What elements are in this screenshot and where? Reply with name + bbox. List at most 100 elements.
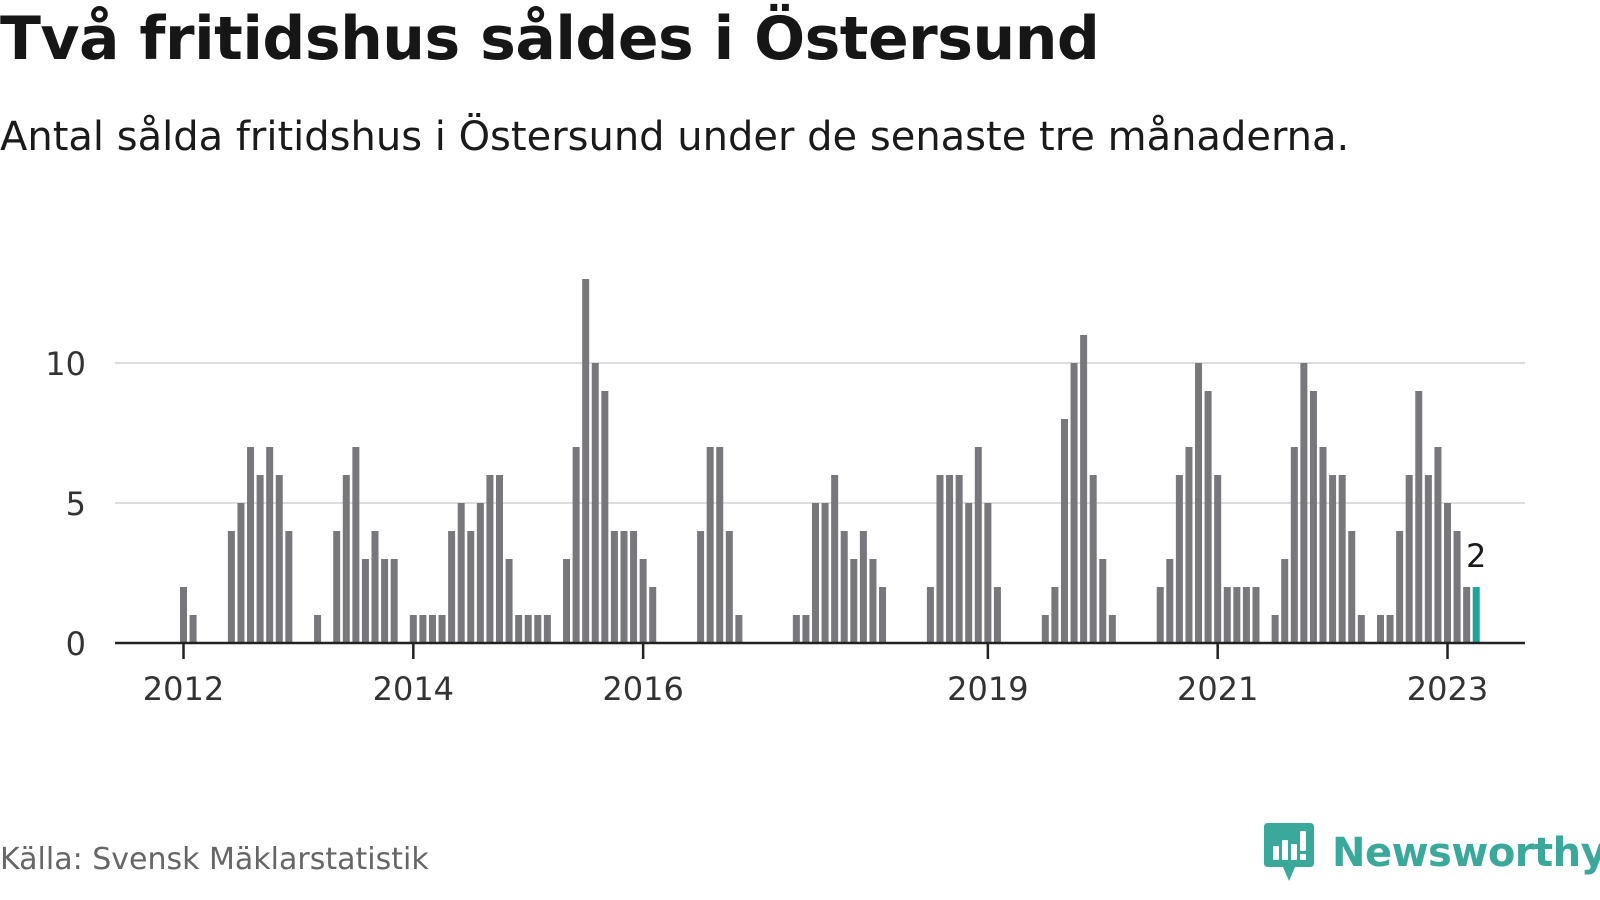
y-tick-label: 0 (66, 625, 86, 663)
bar (486, 475, 494, 643)
bar (275, 475, 283, 643)
bar (1041, 615, 1049, 643)
bar (1415, 391, 1423, 643)
bar (563, 559, 571, 643)
bar (792, 615, 800, 643)
bar (1424, 475, 1432, 643)
bar (1108, 615, 1116, 643)
bar (1463, 587, 1471, 643)
bar (237, 503, 245, 643)
bar (1405, 475, 1413, 643)
bar (601, 391, 609, 643)
brand-logo[interactable]: Newsworthy (1264, 820, 1600, 886)
bar (1089, 475, 1097, 643)
bar (1185, 447, 1193, 643)
bar (984, 503, 992, 643)
x-tick-label: 2014 (373, 670, 454, 708)
bar (390, 559, 398, 643)
bar (1214, 475, 1222, 643)
x-tick-label: 2019 (947, 670, 1028, 708)
y-tick-label: 5 (66, 485, 86, 523)
bar (1386, 615, 1394, 643)
bar (1357, 615, 1365, 643)
bar (1309, 391, 1317, 643)
bar (706, 447, 714, 643)
bar (467, 531, 475, 643)
bar (256, 475, 264, 643)
bar (428, 615, 436, 643)
bar (1060, 419, 1068, 643)
highlight-value-label: 2 (1466, 537, 1486, 575)
bar (1166, 559, 1174, 643)
y-tick-label: 10 (45, 345, 86, 383)
bar-chart: 0 5 10 2012 2014 2016 2019 2021 2023 2 (45, 279, 1525, 708)
bar (840, 531, 848, 643)
bar (1396, 531, 1404, 643)
bar (1453, 531, 1461, 643)
bar (591, 363, 599, 643)
bar (180, 587, 187, 643)
bar (342, 475, 350, 643)
brand-name: Newsworthy (1332, 830, 1600, 876)
bar (1242, 587, 1250, 643)
bar (1080, 335, 1088, 643)
bar (1300, 363, 1308, 643)
bar (926, 587, 934, 643)
bar (582, 279, 590, 643)
bar (735, 615, 743, 643)
bar (1233, 587, 1241, 643)
bar (831, 475, 839, 643)
bar (285, 531, 293, 643)
bar (697, 531, 705, 643)
bar (946, 475, 954, 643)
bar-highlight (1472, 587, 1480, 643)
bar (869, 559, 877, 643)
x-tick-label: 2021 (1177, 670, 1258, 708)
bar (505, 559, 513, 643)
x-tick-label: 2023 (1407, 670, 1488, 708)
bar (812, 503, 819, 643)
bar (1329, 475, 1337, 643)
bar (361, 559, 369, 643)
chart-subtitle: Antal sålda fritidshus i Östersund under… (0, 114, 1350, 160)
x-tick-label: 2012 (143, 670, 224, 708)
bar (965, 503, 973, 643)
bar (630, 531, 638, 643)
bar (534, 615, 542, 643)
bar (1348, 531, 1356, 643)
bar (974, 447, 982, 643)
bar (1175, 475, 1183, 643)
x-tick-label: 2016 (602, 670, 683, 708)
bars (180, 279, 1480, 643)
bar (227, 531, 235, 643)
bar (371, 531, 379, 643)
bar (1195, 363, 1203, 643)
y-axis-labels: 0 5 10 (45, 345, 86, 663)
bar (850, 559, 858, 643)
bar (1338, 475, 1346, 643)
bar (1204, 391, 1212, 643)
bar (419, 615, 427, 643)
bar (515, 615, 523, 643)
bar (936, 475, 944, 643)
bar (1156, 587, 1164, 643)
bar (543, 615, 551, 643)
bar (1252, 587, 1260, 643)
bar (1434, 447, 1442, 643)
chart-title: Två fritidshus såldes i Östersund (0, 4, 1100, 74)
bar (333, 531, 341, 643)
bar (821, 503, 829, 643)
bar (955, 475, 963, 643)
bar (496, 475, 503, 643)
bar (1376, 615, 1384, 643)
bar (352, 447, 360, 643)
bar (381, 559, 389, 643)
bar (859, 531, 867, 643)
bar (572, 447, 580, 643)
bar (993, 587, 1001, 643)
bar (1444, 503, 1451, 643)
bar (438, 615, 446, 643)
newsworthy-logo-icon (1264, 823, 1314, 881)
bar (610, 531, 618, 643)
bar (247, 447, 255, 643)
